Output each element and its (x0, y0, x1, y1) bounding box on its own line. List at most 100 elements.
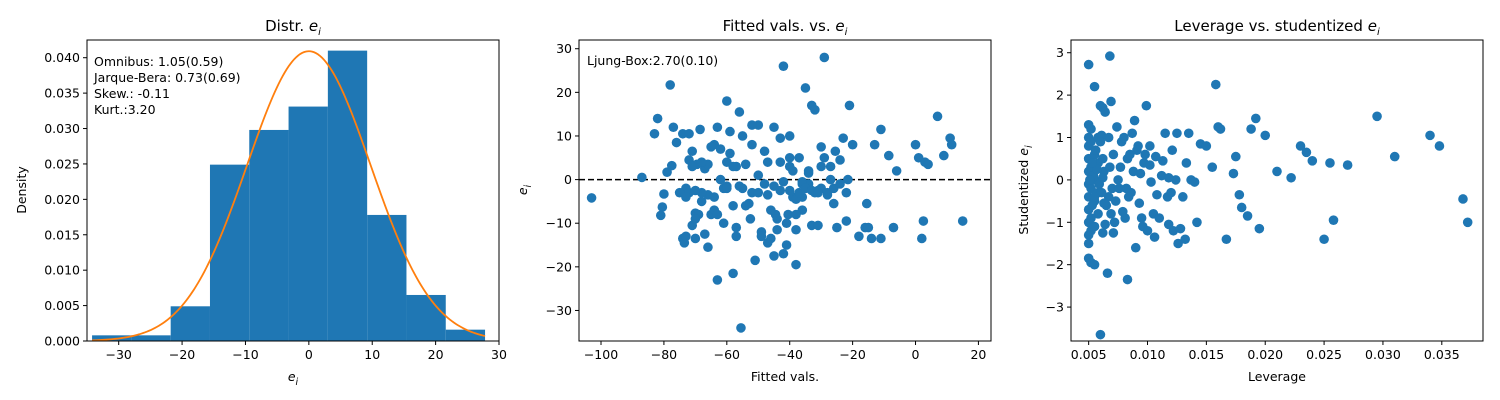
panel3-x-tick-label: 0.015 (1188, 347, 1224, 362)
residual-point (861, 198, 872, 209)
residual-point (712, 275, 723, 285)
leverage-point (1154, 213, 1165, 223)
residual-point (731, 222, 742, 233)
panel3-y-tick-label: 0 (1056, 172, 1064, 187)
residual-point (775, 133, 786, 143)
residual-point (788, 166, 798, 176)
panel2-x-label: Fitted vals. (751, 369, 819, 384)
residual-point (835, 179, 845, 189)
panel3-y-tick-label: 3 (1056, 45, 1064, 60)
residual-point (932, 111, 943, 122)
histogram-bar (406, 294, 446, 341)
residual-point (923, 159, 933, 170)
leverage-point (1089, 259, 1100, 270)
leverage-point (1295, 141, 1306, 151)
leverage-point (1372, 111, 1382, 122)
panel1-y-tick-label: 0.035 (44, 86, 80, 101)
residual-point (854, 231, 864, 242)
leverage-point (1246, 124, 1256, 134)
leverage-point (1134, 198, 1145, 209)
leverage-point (1173, 238, 1183, 249)
residual-point (816, 161, 826, 172)
residual-point (700, 229, 710, 239)
residual-point (772, 214, 782, 224)
panel3-x-tick-label: 0.025 (1306, 347, 1342, 362)
leverage-point (1127, 128, 1138, 139)
panel1-y-tick-label: 0.005 (44, 298, 80, 313)
leverage-point (1163, 172, 1174, 183)
residual-point (715, 144, 726, 154)
panel3-y-tick-label: 1 (1056, 130, 1064, 145)
leverage-point (1099, 198, 1109, 209)
leverage-point (1231, 151, 1241, 162)
panel1-x-ticks: −30 −20 −10 0 10 20 30 (105, 341, 507, 362)
leverage-point (1109, 217, 1120, 228)
panel1-x-label: ei (288, 369, 299, 388)
residual-point (695, 124, 705, 135)
panel1-x-tick-label: 30 (491, 347, 507, 362)
residual-point (866, 233, 877, 244)
residual-point (810, 104, 820, 115)
leverage-point (1328, 215, 1339, 225)
residual-point (740, 159, 751, 170)
panel2-y-tick-label: −10 (546, 216, 572, 231)
leverage-point (1130, 242, 1141, 253)
stat-line: Kurt.:3.20 (94, 102, 156, 117)
leverage-point (1107, 183, 1117, 194)
leverage-point (1106, 209, 1116, 219)
leverage-point (1462, 217, 1473, 228)
panel1-stats-annotation: Omnibus: 1.05(0.59)Jarque-Bera: 0.73(0.6… (93, 54, 241, 117)
residual-point (736, 323, 746, 333)
panel2-title: Fitted vals. vs. ei (723, 17, 848, 38)
residual-point (659, 189, 669, 199)
panel1-plot-frame (86, 39, 500, 342)
leverage-point (1254, 223, 1265, 234)
residual-point (753, 170, 764, 181)
panel3-x-tick-label: 0.010 (1130, 347, 1166, 362)
residual-point (791, 209, 801, 220)
leverage-point (1112, 122, 1122, 132)
leverage-point (1087, 200, 1097, 211)
panel1-title: Distr. ei (265, 17, 321, 38)
panel3-x-tick-label: 0.030 (1365, 347, 1401, 362)
leverage-point (1228, 168, 1239, 179)
panel1-y-tick-label: 0.015 (44, 227, 80, 242)
leverage-point (1113, 175, 1123, 185)
residual-point (722, 96, 732, 106)
residual-point (769, 251, 779, 261)
residual-point (917, 233, 927, 244)
leverage-point (1166, 187, 1176, 198)
leverage-point (1458, 194, 1468, 204)
panel-distribution: Distr. ei −30 −20 −10 0 10 20 30 0.000 0.005 0.0… (14, 17, 507, 388)
panel2-ljung-box-annotation: Ljung-Box:2.70(0.10) (587, 53, 718, 68)
leverage-point (1100, 219, 1110, 230)
residual-point (715, 174, 726, 185)
stat-line: Skew.: -0.11 (94, 86, 170, 101)
residual-point (690, 233, 701, 244)
panel3-x-tick-label: 0.035 (1424, 347, 1460, 362)
residual-point (775, 185, 786, 196)
panel2-x-tick-label: −20 (839, 347, 865, 362)
panel3-y-ticks: −3 −2 −1 0 1 2 3 (1046, 45, 1071, 315)
panel2-x-tick-label: −100 (584, 347, 618, 362)
leverage-point (1089, 192, 1100, 202)
residual-point (883, 150, 894, 161)
residual-point (690, 185, 701, 196)
leverage-point (1146, 177, 1156, 187)
histogram-bar (445, 329, 486, 341)
leverage-point (1272, 166, 1282, 177)
panel2-y-tick-label: −20 (546, 259, 572, 274)
residual-point (791, 259, 801, 270)
residual-point (783, 209, 793, 220)
panel3-y-tick-label: −3 (1046, 300, 1064, 315)
residual-point (891, 166, 902, 176)
panel1-y-tick-label: 0.000 (44, 334, 80, 349)
residual-point (816, 142, 826, 152)
residual-point (825, 161, 836, 172)
stat-line: Omnibus: 1.05(0.59) (94, 54, 223, 69)
leverage-point (1242, 211, 1253, 221)
leverage-point (1089, 221, 1100, 232)
residual-point (731, 231, 742, 242)
leverage-point (1207, 162, 1218, 172)
leverage-point (1097, 228, 1108, 238)
